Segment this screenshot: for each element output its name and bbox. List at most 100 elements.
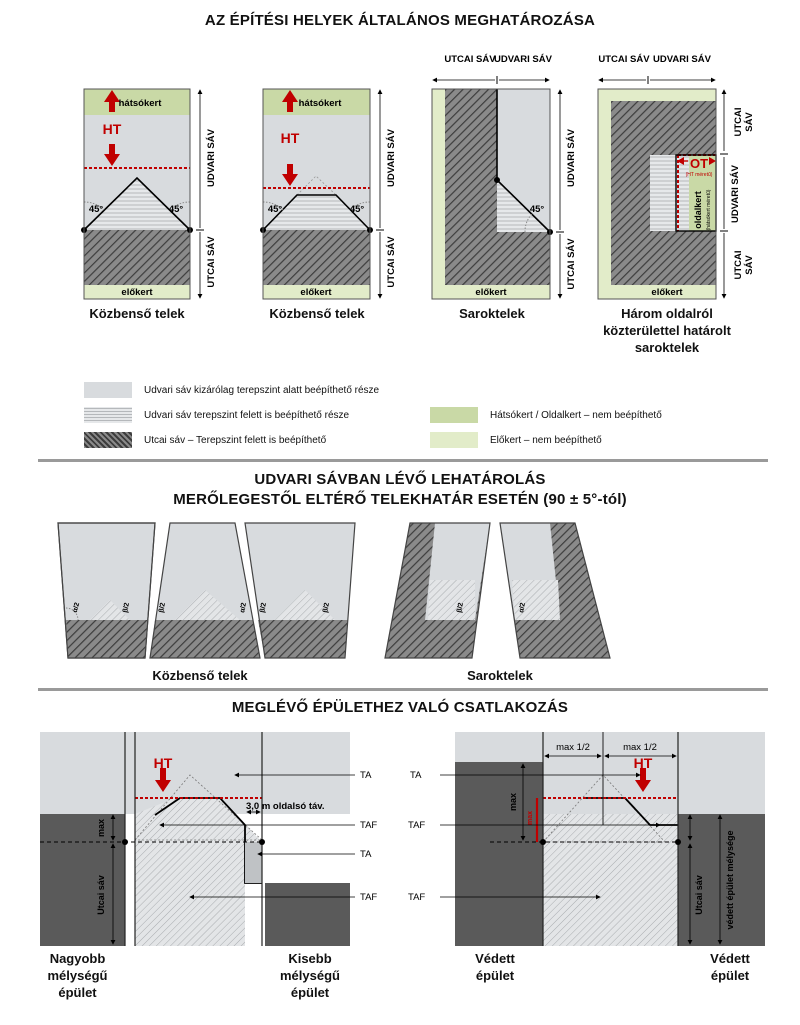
s2-caption-saroktelek: Saroktelek: [467, 668, 533, 683]
legend-text: Udvari sáv terepszint felett is beépíthe…: [144, 409, 350, 421]
beta-label: β/2: [456, 602, 465, 613]
plot-1: [81, 88, 204, 300]
p3-front-label: előkert: [475, 287, 507, 298]
plot-4: [597, 76, 728, 300]
section-divider: [38, 688, 768, 691]
beta-label: β/2: [122, 602, 131, 613]
p4-side-utcai-bottom: UTCAISÁV: [733, 250, 755, 279]
legend-text: Utcai sáv – Terepszint felett is beépíth…: [144, 434, 327, 446]
p1-angle-right: 45°: [169, 204, 184, 215]
legend-text: Előkert – nem beépíthető: [490, 434, 602, 446]
right-max: max: [508, 793, 518, 811]
p2-caption: Közbenső telek: [269, 306, 365, 321]
p4-side-utcai-top-l1: UTCAI: [733, 107, 744, 136]
p3-angle: 45°: [530, 204, 545, 215]
alpha-label: α/2: [239, 602, 248, 613]
p3-side-utcai: UTCAI SÁV: [566, 238, 577, 290]
trap-plot-4: [384, 522, 491, 659]
p1-front-label: előkert: [121, 287, 153, 298]
legend-item: Előkert – nem beépíthető: [430, 431, 602, 449]
left-level-taf-2: TAF: [360, 892, 377, 903]
left-street: Utcai sáv: [96, 875, 106, 915]
p4-side-utcai-bottom-l1: UTCAI: [733, 250, 744, 279]
legend-text: Udvari sáv kizárólag terepszint alatt be…: [144, 384, 380, 396]
left-max: max: [96, 819, 106, 837]
section-divider: [38, 459, 768, 462]
right-ht: HT: [634, 755, 653, 771]
section2-diagrams: α/2 β/2 β/2 α/2 β/2 β/2 β/2 α/2: [57, 522, 611, 659]
section3-diagrams: HT 3,0 m oldalsó táv. max Utcai sáv TA T…: [40, 732, 765, 946]
legend-swatch-green-dark: [430, 407, 478, 423]
p4-side-utcai-top: UTCAISÁV: [733, 107, 755, 136]
section3-title: MEGLÉVŐ ÉPÜLETHEZ VALÓ CSATLAKOZÁS: [231, 699, 569, 716]
right-level-taf-2: TAF: [408, 892, 425, 903]
trap-plot-5: [499, 522, 611, 659]
section2-title-line1: UDVARI SÁVBAN LÉVŐ LEHATÁROLÁS: [254, 471, 546, 488]
beta-label: β/2: [158, 602, 167, 613]
right-caption-right: Védett épület: [710, 951, 750, 983]
left-caption-larger: Nagyobb mélységű épület: [47, 951, 108, 1000]
section1-title: AZ ÉPÍTÉSI HELYEK ÁLTALÁNOS MEGHATÁROZÁS…: [204, 12, 596, 29]
p1-ht: HT: [103, 121, 122, 137]
legend-item: Udvari sáv terepszint felett is beépíthe…: [84, 406, 349, 424]
p3-top-utcai: UTCAI SÁV: [444, 54, 496, 65]
p1-back-label: hátsókert: [119, 98, 163, 109]
p2-back-label: hátsókert: [299, 98, 343, 109]
p4-top-udvari: UDVARI SÁV: [653, 54, 712, 65]
p2-angle-left: 45°: [268, 204, 283, 215]
trap-plot-1: [57, 522, 156, 659]
p1-angle-left: 45°: [89, 204, 104, 215]
p2-side-udvari: UDVARI SÁV: [386, 128, 397, 187]
right-level-taf-1: TAF: [408, 820, 425, 831]
section2-title-line2: MERŐLEGESTŐL ELTÉRŐ TELEKHATÁR ESETÉN (9…: [173, 491, 627, 508]
legend-swatch-green-light: [430, 432, 478, 448]
p3-caption: Saroktelek: [459, 306, 525, 321]
p4-side-udvari: UDVARI SÁV: [730, 164, 741, 223]
plot-3: [431, 76, 564, 300]
right-max-red: max: [527, 811, 534, 825]
right-join-diagram: [440, 732, 765, 946]
p3-top-udvari: UDVARI SÁV: [494, 54, 553, 65]
p4-side-garden-note: (hátsókert méretű): [706, 189, 712, 230]
alpha-label: α/2: [518, 602, 527, 613]
beta-label: β/2: [322, 602, 331, 613]
plot-2: [260, 88, 384, 300]
p4-side-utcai-top-l2: SÁV: [744, 112, 755, 132]
p3-side-udvari: UDVARI SÁV: [566, 128, 577, 187]
p4-side-garden: oldalkert: [693, 191, 703, 229]
right-caption-left: Védett épület: [475, 951, 515, 983]
trap-plot-2: [149, 522, 261, 659]
p4-top-utcai: UTCAI SÁV: [598, 54, 650, 65]
legend-item: Hátsókert / Oldalkert – nem beépíthető: [430, 406, 662, 424]
left-level-ta-1: TA: [360, 770, 372, 781]
beta-label: β/2: [259, 602, 268, 613]
left-caption-smaller: Kisebb mélységű épület: [280, 951, 340, 1000]
p4-ot: OT: [690, 156, 708, 171]
right-max-half-left: max 1/2: [556, 742, 590, 753]
p4-caption: Három oldalról közterülettel határolt sa…: [603, 306, 731, 355]
legend-text: Hátsókert / Oldalkert – nem beépíthető: [490, 409, 662, 421]
legend-swatch-light-grey: [84, 382, 132, 398]
alpha-label: α/2: [72, 602, 81, 614]
p2-side-utcai: UTCAI SÁV: [386, 236, 397, 288]
p1-caption: Közbenső telek: [89, 306, 185, 321]
p1-side-utcai: UTCAI SÁV: [206, 236, 217, 288]
legend-swatch-dark-hatch: [84, 432, 132, 448]
p4-ot-note: (HT méretű): [686, 172, 713, 178]
trap-plot-3: [244, 522, 356, 659]
p2-front-label: előkert: [300, 287, 332, 298]
legend-item: Udvari sáv kizárólag terepszint alatt be…: [84, 381, 379, 399]
left-ht: HT: [154, 755, 173, 771]
section1-diagrams: hátsókert HT 45° 45° előkert UDVARI SÁV …: [81, 54, 755, 300]
p1-side-udvari: UDVARI SÁV: [206, 128, 217, 187]
right-depth: védett épület mélysége: [725, 830, 735, 929]
p2-ht: HT: [281, 130, 300, 146]
left-level-ta-2: TA: [360, 849, 372, 860]
right-max-half-right: max 1/2: [623, 742, 657, 753]
legend-item: Utcai sáv – Terepszint felett is beépíth…: [84, 431, 326, 449]
left-distance: 3,0 m oldalsó táv.: [246, 801, 325, 812]
left-level-taf-1: TAF: [360, 820, 377, 831]
right-level-ta: TA: [410, 770, 422, 781]
right-street: Utcai sáv: [694, 875, 704, 915]
left-join-diagram: [40, 732, 355, 946]
